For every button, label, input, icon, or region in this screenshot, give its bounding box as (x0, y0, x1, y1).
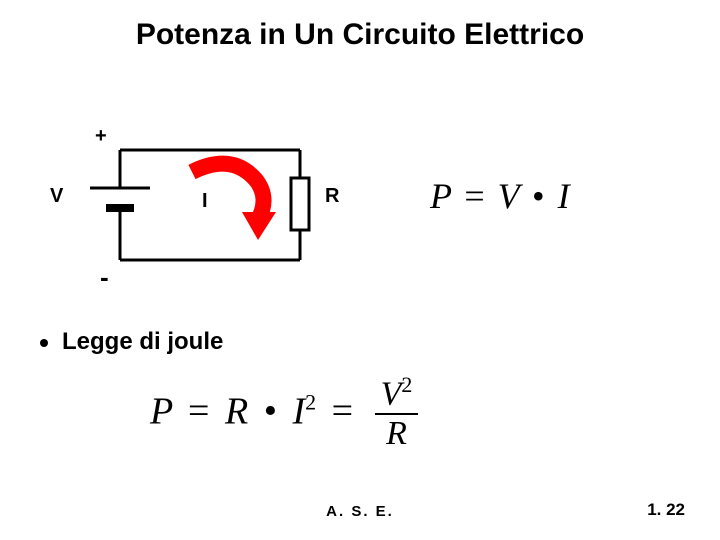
formula1-i: I (558, 176, 570, 216)
slide-title: Potenza in Un Circuito Elettrico (0, 18, 720, 52)
bullet-text: Legge di joule (62, 328, 223, 355)
footer-center: A. S. E. (0, 503, 720, 520)
footer-page-number: 1. 22 (647, 500, 685, 520)
f2-eq2: = (326, 390, 359, 432)
formula-power: P = V • I (430, 175, 570, 217)
formula-joule: P = R • I2 = V2 R (150, 376, 418, 453)
formula1-v: V (498, 176, 519, 216)
f2-I: I (293, 390, 306, 432)
f2-eq1: = (182, 390, 215, 432)
f2-R: R (225, 390, 248, 432)
f2-lhs: P (150, 390, 173, 432)
f2-den: R (375, 415, 419, 451)
f2-fraction: V2 R (375, 374, 419, 451)
label-current: I (202, 190, 208, 213)
f2-num-v: V (381, 375, 402, 412)
label-voltage: V (50, 185, 63, 208)
label-resistance: R (325, 185, 339, 208)
label-minus: - (100, 262, 109, 293)
f2-num-sup: 2 (401, 372, 412, 397)
label-plus: + (95, 125, 107, 148)
formula1-eq: = (460, 176, 488, 216)
formula1-lhs: P (430, 176, 451, 216)
f2-sup: 2 (305, 390, 316, 415)
formula1-dot: • (528, 176, 549, 216)
f2-dot: • (258, 390, 283, 432)
circuit-diagram: + - V I R (80, 130, 340, 300)
bullet-joule: Legge di joule (40, 328, 223, 356)
bullet-icon (40, 339, 48, 347)
